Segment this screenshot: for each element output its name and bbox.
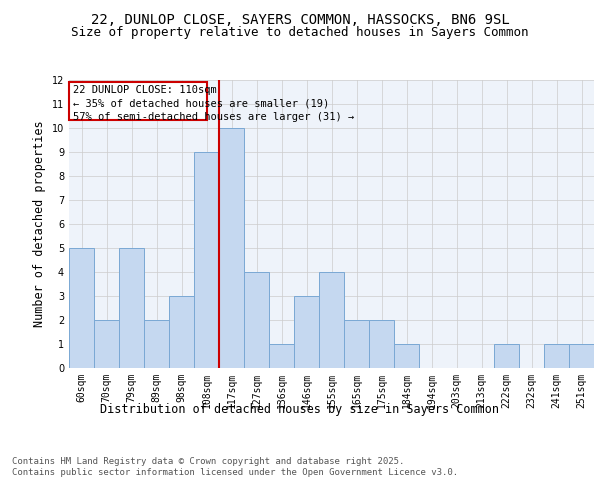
Bar — [344, 320, 369, 368]
Bar — [569, 344, 594, 367]
Bar — [294, 296, 319, 368]
Bar — [144, 320, 169, 368]
Bar — [319, 272, 344, 368]
Bar — [194, 152, 219, 368]
Bar — [119, 248, 144, 368]
Bar — [494, 344, 519, 367]
Bar — [544, 344, 569, 367]
Text: 22, DUNLOP CLOSE, SAYERS COMMON, HASSOCKS, BN6 9SL: 22, DUNLOP CLOSE, SAYERS COMMON, HASSOCK… — [91, 12, 509, 26]
Bar — [394, 344, 419, 367]
Text: Contains HM Land Registry data © Crown copyright and database right 2025.
Contai: Contains HM Land Registry data © Crown c… — [12, 458, 458, 477]
Text: Size of property relative to detached houses in Sayers Common: Size of property relative to detached ho… — [71, 26, 529, 39]
Text: Distribution of detached houses by size in Sayers Common: Distribution of detached houses by size … — [101, 402, 499, 415]
Y-axis label: Number of detached properties: Number of detached properties — [33, 120, 46, 327]
Bar — [244, 272, 269, 368]
Bar — [219, 128, 244, 368]
Bar — [369, 320, 394, 368]
Bar — [94, 320, 119, 368]
Bar — [69, 248, 94, 368]
FancyBboxPatch shape — [69, 82, 206, 120]
Text: 22 DUNLOP CLOSE: 110sqm
← 35% of detached houses are smaller (19)
57% of semi-de: 22 DUNLOP CLOSE: 110sqm ← 35% of detache… — [73, 86, 354, 122]
Bar — [269, 344, 294, 367]
Bar — [169, 296, 194, 368]
